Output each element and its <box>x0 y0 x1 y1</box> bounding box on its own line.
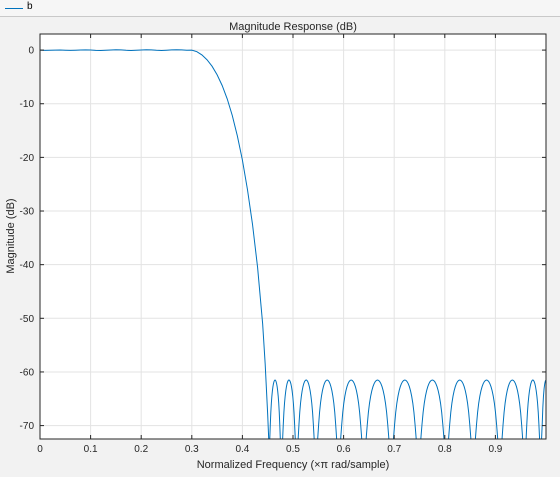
x-tick-label: 0.8 <box>438 444 452 455</box>
chart-title: Magnitude Response (dB) <box>229 21 357 33</box>
y-tick-label: -40 <box>20 260 35 271</box>
x-tick-label: 0.4 <box>235 444 249 455</box>
grid-lines <box>39 34 546 439</box>
axis-ticks <box>39 34 546 439</box>
x-tick-label: 0.1 <box>84 444 98 455</box>
series-b-path <box>40 49 546 439</box>
x-tick-label: 0.3 <box>185 444 199 455</box>
x-tick-label: 0.9 <box>488 444 502 455</box>
legend[interactable]: b <box>0 0 560 17</box>
legend-label-b: b <box>27 1 33 12</box>
series-b-line <box>40 49 546 439</box>
y-tick-label: -70 <box>20 421 35 432</box>
y-axis-label: Magnitude (dB) <box>5 198 17 273</box>
x-tick-label: 0.7 <box>387 444 401 455</box>
y-tick-label: -10 <box>20 99 35 110</box>
x-axis-label: Normalized Frequency (×π rad/sample) <box>197 459 390 471</box>
y-tick-label: -50 <box>20 314 35 325</box>
y-tick-label: -60 <box>20 367 35 378</box>
y-tick-label: -30 <box>20 207 35 218</box>
x-tick-label: 0 <box>37 444 43 455</box>
y-tick-label: 0 <box>28 46 34 57</box>
x-tick-label: 0.6 <box>337 444 351 455</box>
x-tick-label: 0.2 <box>134 444 148 455</box>
y-tick-label: -20 <box>20 153 35 164</box>
x-tick-label: 0.5 <box>286 444 300 455</box>
legend-swatch-b <box>5 8 23 9</box>
